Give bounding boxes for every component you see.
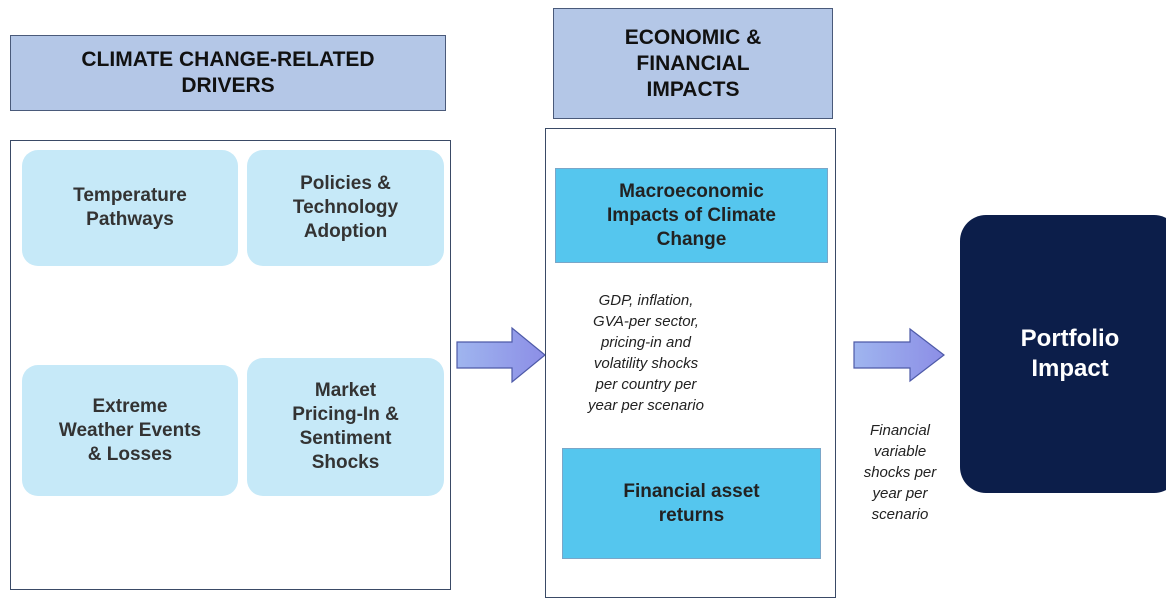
arrow: [853, 327, 945, 383]
text-line: Technology: [292, 197, 399, 218]
macro-note: GDP, inflation, GVA-per sector, pricing-in…: [556, 290, 736, 416]
text-line: year per scenario: [588, 397, 704, 414]
driver: Extreme Weather Events & Losses: [22, 365, 238, 496]
text-line: IMPACTS: [646, 77, 740, 101]
text-line: Extreme: [92, 395, 168, 417]
shock-note: Financial variable shocks per year per scena…: [850, 420, 950, 525]
text-line: Financial: [869, 422, 931, 439]
text-line: CLIMATE CHANGE-RELATED: [81, 48, 375, 71]
text-line: Change: [656, 228, 727, 250]
text-line: Impacts of Climate: [607, 204, 776, 226]
text-line: returns: [658, 504, 725, 526]
diagram: CLIMATE CHANGE-RELATED DRIVERS Temperatur…: [10, 8, 1166, 598]
text-line: Pathways: [86, 209, 174, 230]
text-line: scenario: [871, 506, 929, 523]
text-line: per country per: [595, 376, 697, 393]
text-line: GVA-per sector,: [593, 313, 699, 330]
macro-box: Macroeconomic Impacts of Climate Change: [555, 168, 828, 263]
header-left: CLIMATE CHANGE-RELATED DRIVERS: [10, 35, 446, 111]
text-line: FINANCIAL: [636, 51, 750, 75]
arrow: [456, 326, 546, 384]
portfolio-box: Portfolio Impact: [960, 215, 1166, 493]
financial-box: Financial asset returns: [562, 448, 821, 559]
text-line: Adoption: [303, 221, 388, 242]
text-line: Policies &: [300, 173, 391, 194]
text-line: Financial asset: [623, 480, 760, 502]
driver: Market Pricing-In & Sentiment Shocks: [247, 358, 444, 496]
text-line: pricing-in and: [600, 334, 692, 351]
text-line: Pricing-In &: [292, 404, 399, 425]
text-line: Shocks: [311, 452, 380, 473]
driver: Policies & Technology Adoption: [247, 150, 444, 266]
text-line: variable: [873, 443, 927, 460]
driver: Temperature Pathways: [22, 150, 238, 266]
text-line: Macroeconomic: [619, 180, 764, 202]
text-line: volatility shocks: [593, 355, 699, 372]
text-line: shocks per: [863, 464, 937, 481]
text-line: GDP, inflation,: [598, 292, 694, 309]
text-line: year per: [872, 485, 928, 502]
text-line: Sentiment: [299, 428, 392, 449]
text-line: & Losses: [87, 443, 173, 465]
text-line: ECONOMIC &: [624, 25, 762, 49]
text-line: Temperature: [73, 185, 187, 206]
text-line: Weather Events: [58, 419, 202, 441]
header-middle: ECONOMIC & FINANCIAL IMPACTS: [553, 8, 833, 119]
text-line: DRIVERS: [181, 74, 275, 97]
text-line: Portfolio: [1020, 325, 1120, 352]
text-line: Market: [314, 380, 377, 401]
text-line: Impact: [1031, 355, 1109, 382]
